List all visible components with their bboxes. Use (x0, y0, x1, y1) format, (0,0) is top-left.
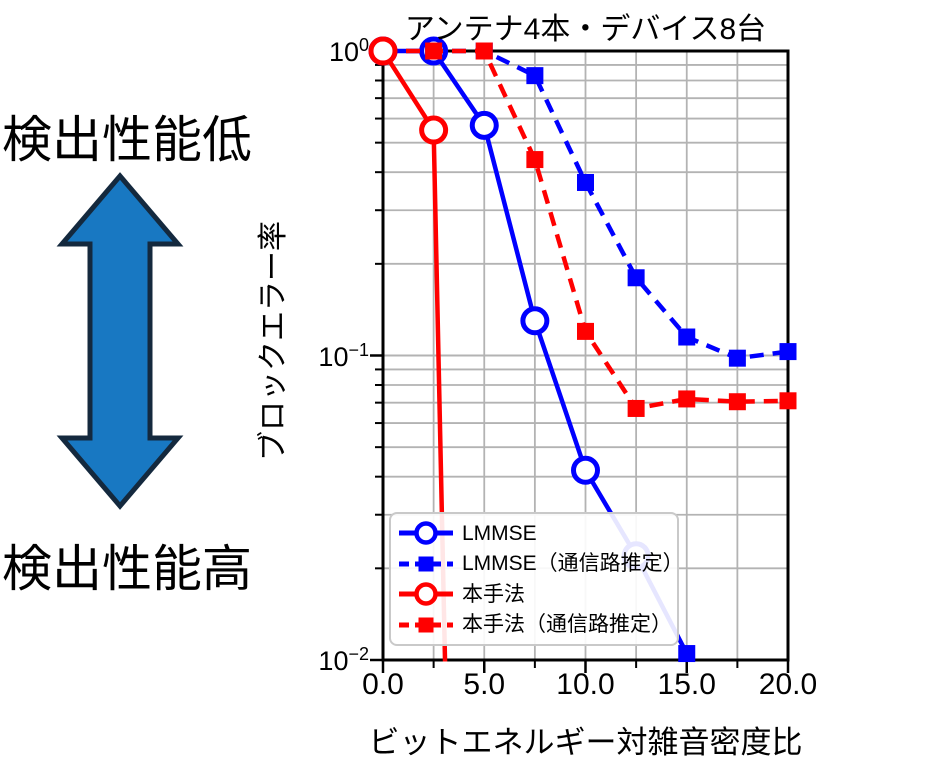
data-point-square (728, 393, 746, 411)
data-point-square (678, 328, 696, 346)
data-point-square (475, 42, 493, 60)
data-point-circle (571, 455, 600, 485)
series (368, 36, 449, 662)
data-point-square (779, 392, 797, 410)
annotation-bottom-label: 検出性能高 (2, 541, 252, 597)
legend: LMMSE LMMSE（通信路推定） 本手法 本手法（通信路推定） (389, 512, 684, 646)
y-tick-label: 10−2 (318, 644, 369, 676)
legend-item-proposed-est: 本手法（通信路推定） (397, 610, 672, 640)
annotation-top-label: 検出性能低 (2, 112, 252, 168)
data-point-circle (469, 110, 499, 140)
data-point-square (526, 151, 544, 169)
legend-item-lmmse: LMMSE (397, 518, 671, 548)
data-point-square (627, 269, 645, 287)
double-headed-arrow-icon (56, 172, 184, 510)
x-tick-label: 0.0 (362, 668, 404, 701)
legend-marker-proposed-icon (397, 579, 455, 609)
x-tick-label: 5.0 (463, 668, 506, 701)
data-point-square (678, 390, 696, 408)
y-axis-label: ブロックエラー率 (257, 221, 290, 461)
data-point-circle (368, 36, 398, 66)
series (374, 42, 797, 417)
axis-ticks (370, 49, 790, 673)
legend-item-proposed: 本手法 (397, 579, 671, 609)
legend-label: LMMSE (462, 521, 537, 545)
data-point-square (728, 349, 746, 367)
chart-title: アンテナ4本・デバイス8台 (404, 13, 767, 46)
data-point-square (678, 645, 696, 663)
x-tick-label: 10.0 (556, 668, 615, 701)
data-point-circle (419, 115, 449, 145)
legend-marker-lmmse-icon (397, 518, 455, 548)
data-point-square (779, 343, 797, 361)
data-point-square (425, 42, 443, 60)
y-tick-label: 100 (328, 35, 369, 67)
x-tick-label: 20.0 (758, 668, 818, 701)
legend-label: 本手法（通信路推定） (462, 613, 672, 637)
legend-label: 本手法 (462, 582, 525, 606)
legend-label: LMMSE（通信路推定） (462, 552, 684, 576)
y-tick-label: 10−1 (318, 339, 369, 372)
legend-marker-lmmse-est-icon (397, 549, 455, 579)
data-point-circle (520, 306, 550, 336)
legend-item-lmmse-est: LMMSE（通信路推定） (397, 549, 684, 579)
data-point-square (577, 173, 594, 191)
legend-marker-proposed-est-icon (397, 610, 455, 640)
data-point-square (627, 399, 645, 417)
x-tick-label: 15.0 (657, 668, 716, 701)
data-point-square (526, 67, 544, 85)
data-point-square (577, 322, 594, 340)
x-axis-label: ビットエネルギー対雑音密度比 (368, 725, 803, 760)
grid (383, 51, 788, 660)
